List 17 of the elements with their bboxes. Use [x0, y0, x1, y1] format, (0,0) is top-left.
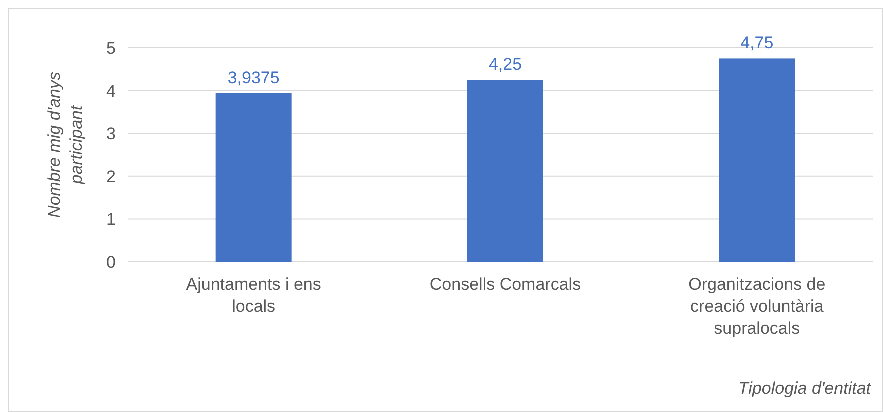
x-axis-title: Tipologia d'entitat	[738, 379, 872, 398]
x-tick-label: Ajuntaments i ens locals	[186, 275, 322, 316]
x-tick-label: Organitzacions de creació voluntària supralocals	[688, 275, 826, 338]
y-tick-label: 4	[106, 82, 116, 101]
data-label: 4,25	[488, 55, 522, 74]
y-tick-label: 2	[106, 167, 116, 186]
bar	[468, 80, 544, 262]
data-label: 4,75	[740, 34, 774, 53]
x-tick-label: Consells Comarcals	[430, 275, 582, 294]
y-tick-label: 1	[106, 210, 116, 230]
y-tick-label: 5	[106, 38, 116, 58]
y-tick-label: 0	[106, 252, 116, 272]
bar	[719, 58, 796, 262]
bar	[216, 93, 292, 262]
y-tick-label: 3	[106, 124, 116, 144]
data-label: 3,9375	[228, 68, 280, 88]
y-axis-title: Nombre mig d'anys participant	[45, 72, 86, 218]
